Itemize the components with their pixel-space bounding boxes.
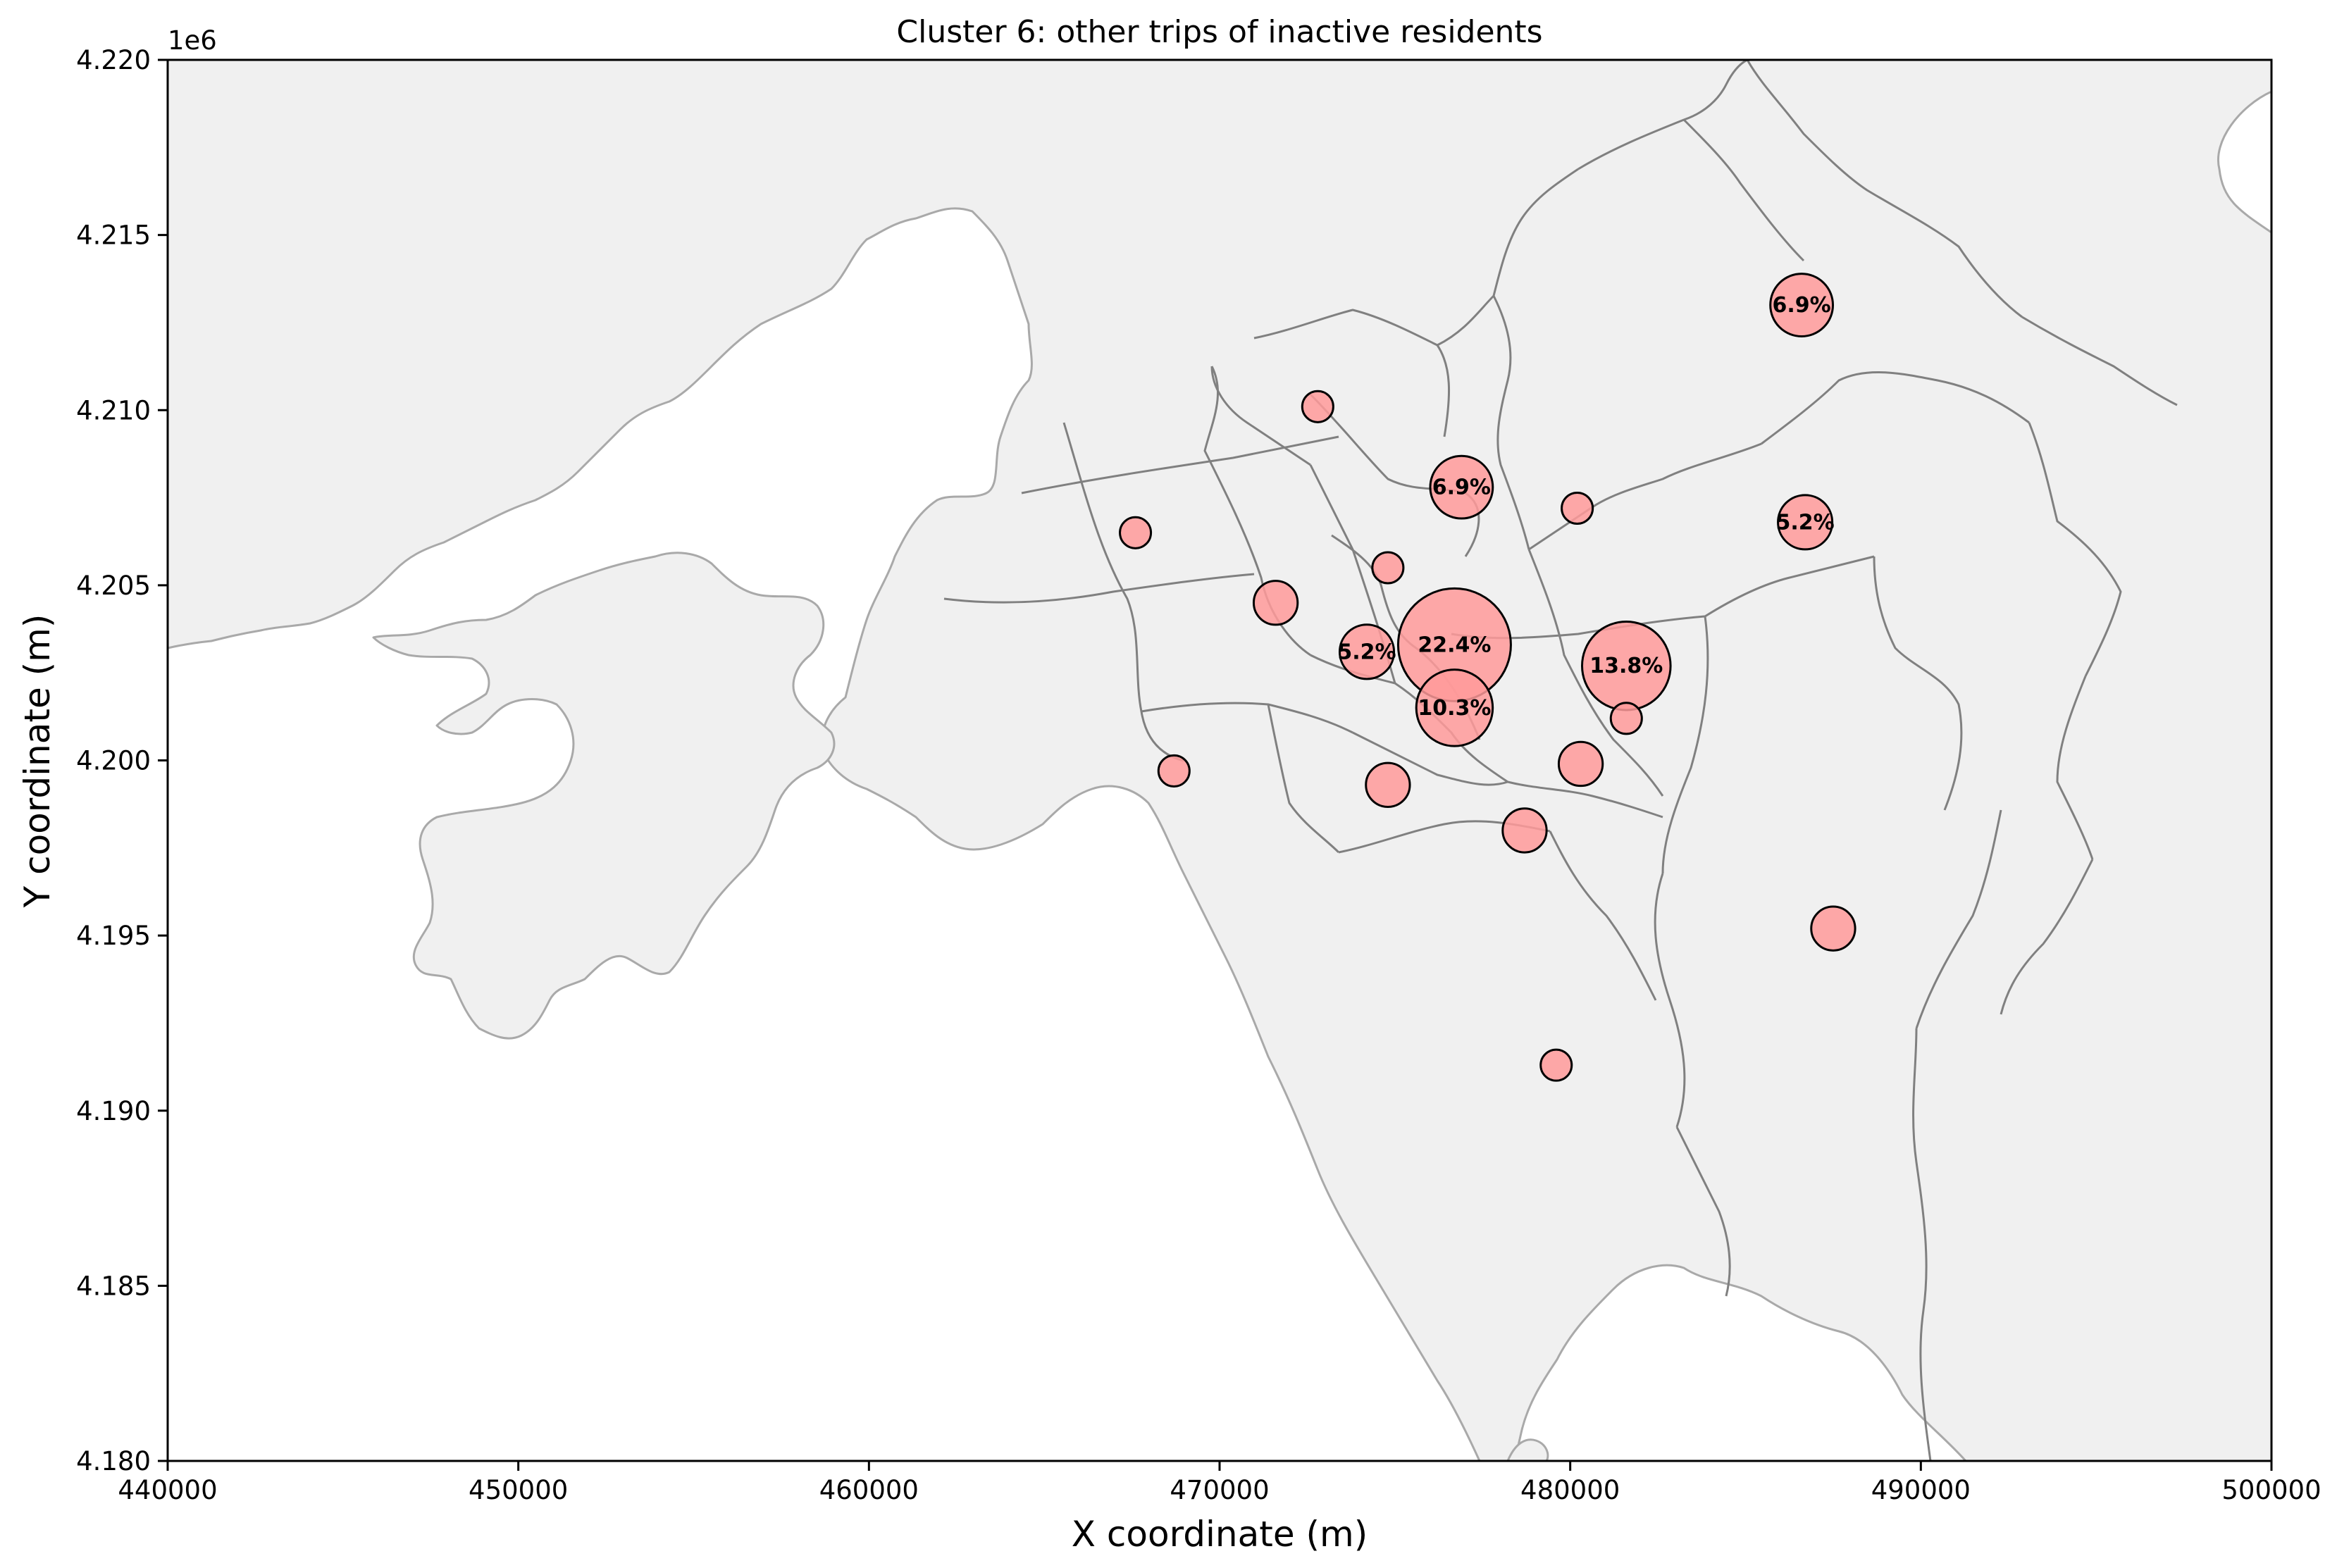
zone-bubble xyxy=(1501,807,1548,854)
bubble-percent-label: 6.9% xyxy=(1432,475,1491,500)
zone-bubble xyxy=(1777,494,1834,551)
zone-bubble xyxy=(1561,491,1594,525)
bubble-percent-label: 13.8% xyxy=(1589,654,1663,678)
x-tick-label: 500000 xyxy=(2221,1475,2321,1505)
y-tick-label: 4.190 xyxy=(76,1096,151,1126)
zone-bubble xyxy=(1415,668,1494,747)
chart-title: Cluster 6: other trips of inactive resid… xyxy=(896,14,1542,50)
bubble-labels-layer: 22.4% 13.8% 10.3% 6.9% 6.9% 5.2% 5.2% xyxy=(1337,293,1834,721)
x-axis-label: X coordinate (m) xyxy=(1072,1514,1368,1555)
bubbles-layer xyxy=(1119,273,1856,1082)
y-tick-label: 4.220 xyxy=(76,45,151,75)
bubble-percent-label: 5.2% xyxy=(1776,510,1835,535)
zone-bubble xyxy=(1557,740,1604,788)
zone-bubble xyxy=(1252,580,1299,626)
zone-bubble xyxy=(1301,390,1334,423)
aegina-island xyxy=(1506,1438,1549,1461)
y-tick-label: 4.195 xyxy=(76,921,151,951)
y-tick-label: 4.200 xyxy=(76,746,151,776)
x-axis-ticks: 440000 450000 460000 470000 480000 490000 5000… xyxy=(118,1461,2321,1505)
y-tick-label: 4.210 xyxy=(76,395,151,425)
base-map xyxy=(168,60,2271,1461)
x-tick-label: 480000 xyxy=(1520,1475,1620,1505)
x-tick-label: 470000 xyxy=(1170,1475,1269,1505)
bubble-percent-label: 10.3% xyxy=(1418,696,1491,721)
y-tick-label: 4.215 xyxy=(76,220,151,251)
x-tick-label: 450000 xyxy=(469,1475,568,1505)
y-axis-ticks: 4.180 4.185 4.190 4.195 4.200 4.205 4.210 4.215… xyxy=(76,45,168,1476)
y-tick-label: 4.185 xyxy=(76,1271,151,1301)
zone-bubble xyxy=(1119,516,1153,549)
bubble-percent-label: 5.2% xyxy=(1337,640,1396,664)
salamina-island xyxy=(372,552,836,1040)
y-tick-label: 4.205 xyxy=(76,571,151,601)
zone-bubble xyxy=(1157,754,1191,788)
x-tick-label: 490000 xyxy=(1871,1475,1971,1505)
y-tick-label: 4.180 xyxy=(76,1446,151,1476)
x-tick-label: 460000 xyxy=(819,1475,919,1505)
zone-bubble xyxy=(1338,623,1396,680)
x-tick-label: 440000 xyxy=(118,1475,217,1505)
y-offset-label: 1e6 xyxy=(168,25,217,56)
zone-bubble xyxy=(1539,1048,1573,1082)
zone-bubble xyxy=(1609,702,1643,735)
y-axis-label: Y coordinate (m) xyxy=(17,614,58,909)
zone-bubble xyxy=(1429,454,1494,520)
bubble-percent-label: 22.4% xyxy=(1418,633,1491,657)
zone-bubble xyxy=(1769,273,1835,337)
district-boundaries xyxy=(943,60,2178,1461)
zone-bubble xyxy=(1365,761,1411,808)
zone-bubble xyxy=(1810,905,1856,952)
bubble-percent-label: 6.9% xyxy=(1773,293,1831,318)
zone-bubble xyxy=(1371,551,1405,585)
